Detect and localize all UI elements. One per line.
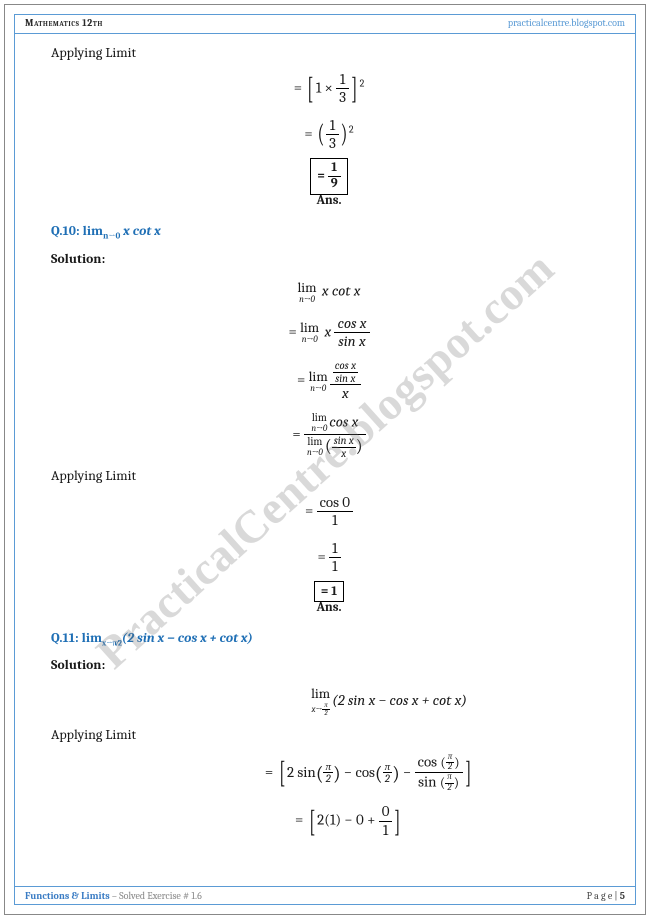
q11-s2: = [2 sin(π2) − cos(π2) − cos (π2)sin (π2… <box>51 749 607 798</box>
right-bracket-icon: ] <box>395 804 401 839</box>
content-area: Applying Limit = [1 × 13]2 = (13)2 = 19 … <box>15 34 635 886</box>
q10-s6: = 11 <box>51 536 607 580</box>
q10-heading: Q.10: limn→0 x cot x <box>51 224 607 242</box>
boxed-answer: = 19 <box>310 158 348 195</box>
applying-limit-3: Applying Limit <box>51 726 607 743</box>
left-paren-icon: ( <box>375 761 383 784</box>
limit: limn→0 <box>297 279 316 305</box>
solution-label: Solution: <box>51 658 607 673</box>
q10-s5: = cos 01 <box>51 490 607 534</box>
right-paren-icon: ) <box>333 761 341 784</box>
fraction: cos xsin x <box>334 315 369 351</box>
limit: limn→0 <box>300 319 319 345</box>
right-bracket-icon: ] <box>465 755 471 790</box>
applying-limit-1: Applying Limit <box>51 44 607 61</box>
q10-s4: = limn→0cos x limn→0(sin xx) <box>51 408 607 463</box>
header-right: practicalcentre.blogspot.com <box>508 17 625 29</box>
q10-s3: = limn→0cos xsin xx <box>51 356 607 406</box>
left-paren-icon: ( <box>316 761 324 784</box>
left-paren-icon: ( <box>325 436 332 457</box>
eq-text: = <box>294 78 306 96</box>
header-bar: Mathematics 12th practicalcentre.blogspo… <box>15 15 635 34</box>
fraction: cos (π2)sin (π2) <box>415 753 463 794</box>
q9-step1: = [1 × 13]2 <box>51 67 607 111</box>
q11-s1: limx→π2(2 sin x − cos x + cot x) <box>51 681 607 722</box>
q10-s2: = limn→0 x cos xsin x <box>51 311 607 355</box>
left-paren-icon: ( <box>318 119 325 149</box>
fraction: π2 <box>322 702 330 718</box>
fraction: π2 <box>446 753 455 773</box>
right-paren-icon: ) <box>340 119 347 149</box>
eq-text: 1 × <box>316 78 336 96</box>
header-left: Mathematics 12th <box>25 17 103 29</box>
limit: limn→0 <box>311 412 327 434</box>
fraction: 11 <box>329 540 340 576</box>
q10-s7: = 1 Ans. <box>51 581 607 615</box>
applying-limit-2: Applying Limit <box>51 467 607 484</box>
left-bracket-icon: [ <box>309 804 315 839</box>
q9-step2: = (13)2 <box>51 113 607 157</box>
fraction: limn→0cos x limn→0(sin xx) <box>304 412 366 459</box>
left-bracket-icon: [ <box>307 71 313 106</box>
limit: limn→0 <box>307 436 323 458</box>
page-frame: Mathematics 12th practicalcentre.blogspo… <box>14 14 636 905</box>
footer-left: Functions & Limits – Solved Exercise # 1… <box>25 890 202 902</box>
fraction: 01 <box>379 803 393 839</box>
fraction: π2 <box>383 761 393 785</box>
q10-s1: limn→0 x cot x <box>51 275 607 309</box>
fraction: cos xsin xx <box>330 360 361 402</box>
footer-right: P a g e | 5 <box>587 890 625 902</box>
q11-s3: = [2(1) − 0 + 01] <box>51 799 607 843</box>
ans-label: Ans. <box>51 600 607 615</box>
q11-heading: Q.11: limx→π⁄2(2 sin x − cos x + cot x) <box>51 631 607 648</box>
right-bracket-icon: ] <box>351 71 357 106</box>
ans-label: Ans. <box>51 193 607 208</box>
fraction: cos 01 <box>317 494 353 530</box>
boxed-answer: = 1 <box>314 581 345 602</box>
fraction: sin xx <box>332 435 356 459</box>
limit: limx→π2 <box>311 685 330 718</box>
exponent: 2 <box>360 77 365 89</box>
limit: limn→0 <box>309 368 328 394</box>
left-bracket-icon: [ <box>279 755 285 790</box>
solution-label: Solution: <box>51 252 607 267</box>
footer-bar: Functions & Limits – Solved Exercise # 1… <box>15 886 635 904</box>
right-paren-icon: ) <box>356 436 363 457</box>
fraction: π2 <box>323 761 333 785</box>
fraction: cos xsin x <box>333 360 358 384</box>
exponent: 2 <box>349 123 354 135</box>
fraction: π2 <box>445 773 454 793</box>
q9-step3: = 19 Ans. <box>51 158 607 208</box>
fraction: 13 <box>336 71 349 107</box>
fraction: 13 <box>326 117 339 153</box>
right-paren-icon: ) <box>392 761 400 784</box>
eq-text: = <box>304 124 316 142</box>
fraction: 19 <box>328 161 341 192</box>
